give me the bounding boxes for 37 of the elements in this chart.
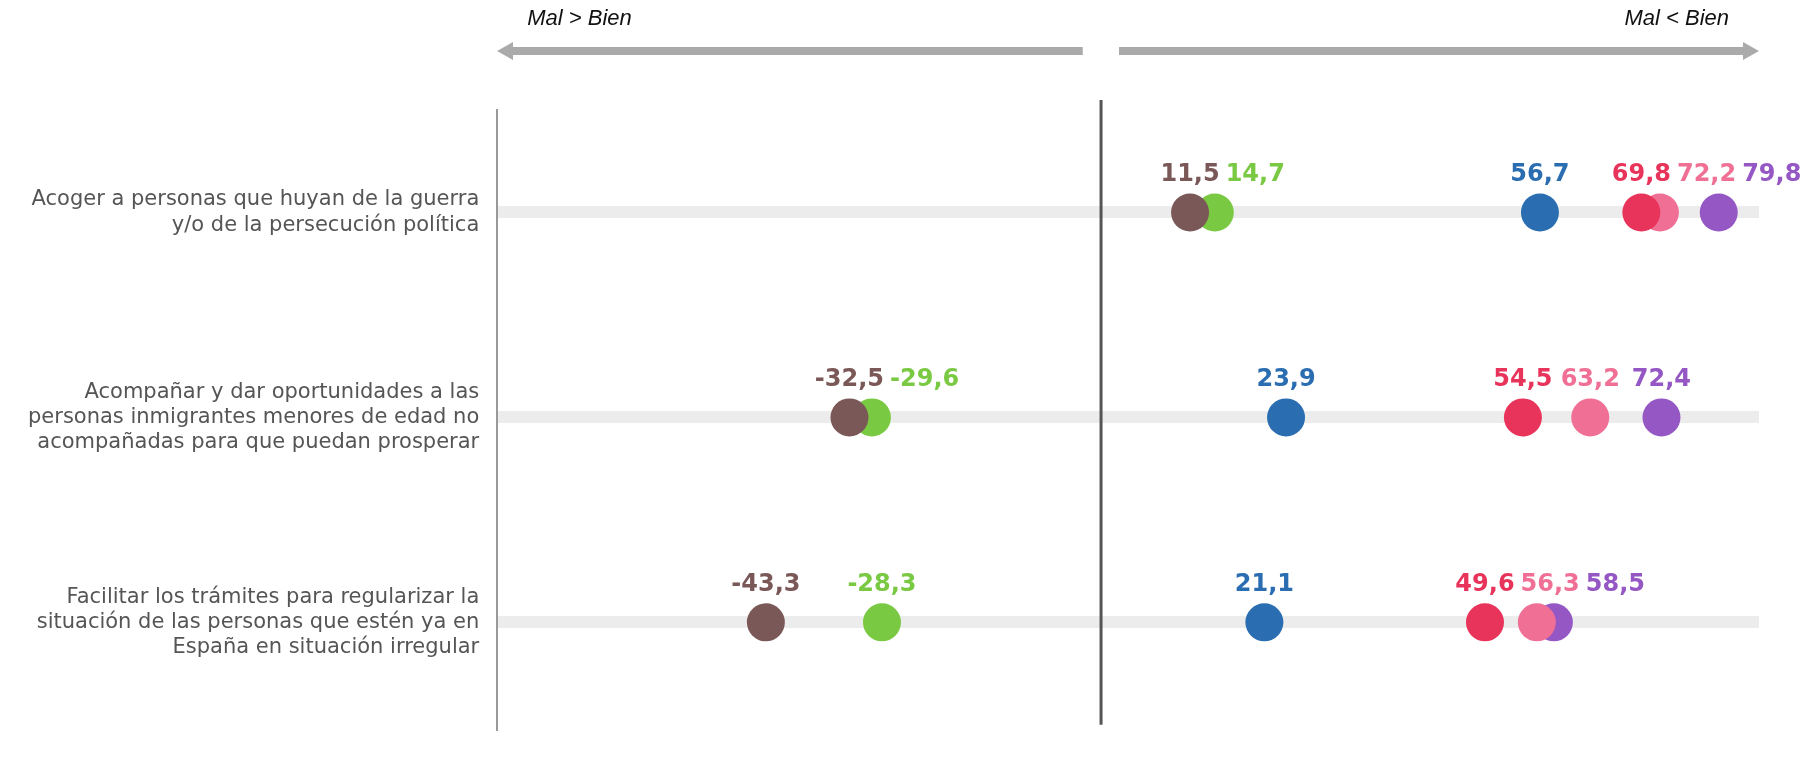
data-label: 54,5 xyxy=(1493,363,1553,392)
data-label: -29,6 xyxy=(890,363,960,392)
point xyxy=(1622,193,1661,232)
data-label: -43,3 xyxy=(731,568,801,597)
data-label: 58,5 xyxy=(1585,568,1646,597)
point xyxy=(862,603,901,642)
point xyxy=(1465,603,1504,642)
data-label: 72,4 xyxy=(1631,363,1692,392)
point xyxy=(1699,193,1738,232)
data-label: 72,2 xyxy=(1676,158,1737,187)
y-tick-label: Acoger a personas que huyan de la guerra y/o de la persecución política xyxy=(31,186,480,236)
point xyxy=(1642,398,1681,437)
data-label: 11,5 xyxy=(1160,158,1220,187)
text: Mal > Bien xyxy=(527,5,632,31)
point xyxy=(1503,398,1542,437)
point xyxy=(1267,398,1306,437)
data-label: -32,5 xyxy=(814,363,885,392)
data-label: 49,6 xyxy=(1455,568,1515,597)
data-label: -28,3 xyxy=(847,568,917,597)
data-label: 79,8 xyxy=(1742,158,1802,187)
point xyxy=(1520,193,1559,232)
data-label: 21,1 xyxy=(1234,568,1294,597)
point xyxy=(1517,603,1556,642)
data-label: 69,8 xyxy=(1611,158,1671,187)
point xyxy=(1571,398,1610,437)
y-tick-label: Acompañar y dar oportunidades a las personas inmigrantes menores de edad no acompañadas para que puedan prosperar xyxy=(28,378,480,454)
data-label: 23,9 xyxy=(1256,363,1316,392)
point xyxy=(1245,603,1284,642)
point xyxy=(830,398,869,437)
y-tick-label: Facilitar los trámites para regularizar la situación de las personas que estén ya en España en situación irregular xyxy=(36,583,480,658)
data-label: 56,3 xyxy=(1520,568,1580,597)
data-label: 14,7 xyxy=(1225,158,1285,187)
point xyxy=(1171,193,1210,232)
data-label: 56,7 xyxy=(1510,158,1570,187)
point xyxy=(746,603,785,642)
data-label: 63,2 xyxy=(1560,363,1620,392)
text: Mal < Bien xyxy=(1624,5,1729,31)
